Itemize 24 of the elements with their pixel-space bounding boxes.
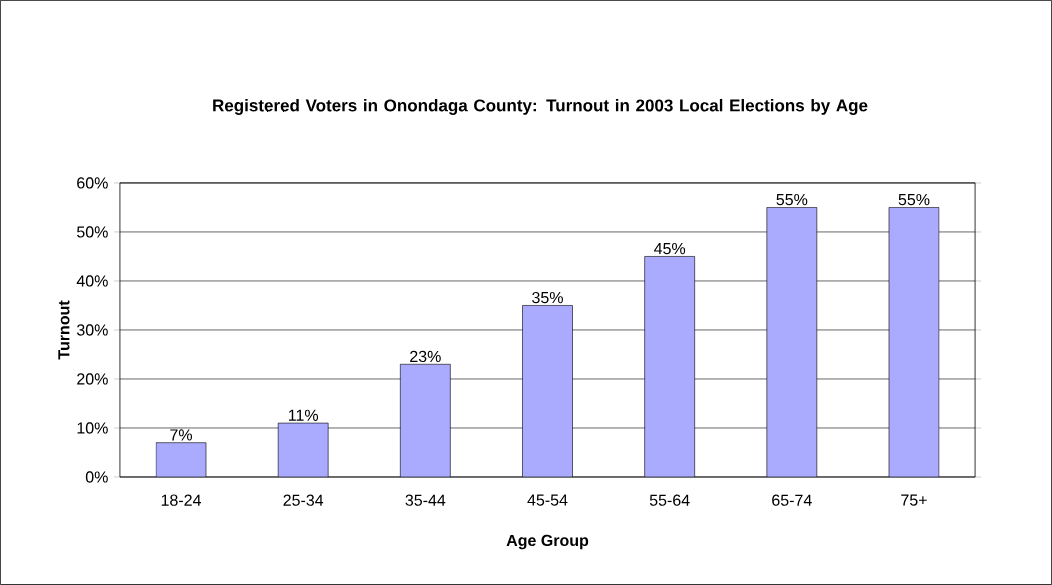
y-tick-label: 10% bbox=[77, 422, 108, 434]
data-label: 55% bbox=[776, 194, 808, 206]
x-tick-label: 75+ bbox=[901, 494, 927, 506]
data-label: 45% bbox=[654, 243, 686, 255]
x-tick-label: 55-64 bbox=[649, 494, 690, 506]
y-tick-label: 60% bbox=[77, 177, 108, 189]
chart-title: Registered Voters in Onondaga County: Turnout in 2003 Local Elections by Age bbox=[213, 99, 868, 115]
data-label: 7% bbox=[170, 429, 193, 441]
x-axis-title: Age Group bbox=[506, 534, 589, 550]
data-label: 55% bbox=[898, 194, 930, 206]
y-axis-title: Turnout bbox=[58, 300, 70, 360]
data-label: 23% bbox=[410, 350, 441, 363]
x-tick-label: 25-34 bbox=[283, 494, 324, 506]
y-tick-label: 20% bbox=[77, 373, 108, 385]
data-label: 35% bbox=[532, 291, 563, 304]
y-tick-label: 50% bbox=[77, 226, 108, 238]
y-tick-label: 40% bbox=[76, 275, 108, 287]
y-tick-label: 30% bbox=[76, 324, 108, 336]
x-tick-label: 45-54 bbox=[527, 494, 568, 506]
data-label: 11% bbox=[288, 409, 319, 421]
y-tick-label: 0% bbox=[85, 471, 108, 483]
x-tick-label: 18-24 bbox=[161, 494, 201, 506]
x-tick-label: 35-44 bbox=[405, 494, 446, 506]
x-tick-label: 65-74 bbox=[772, 494, 812, 506]
